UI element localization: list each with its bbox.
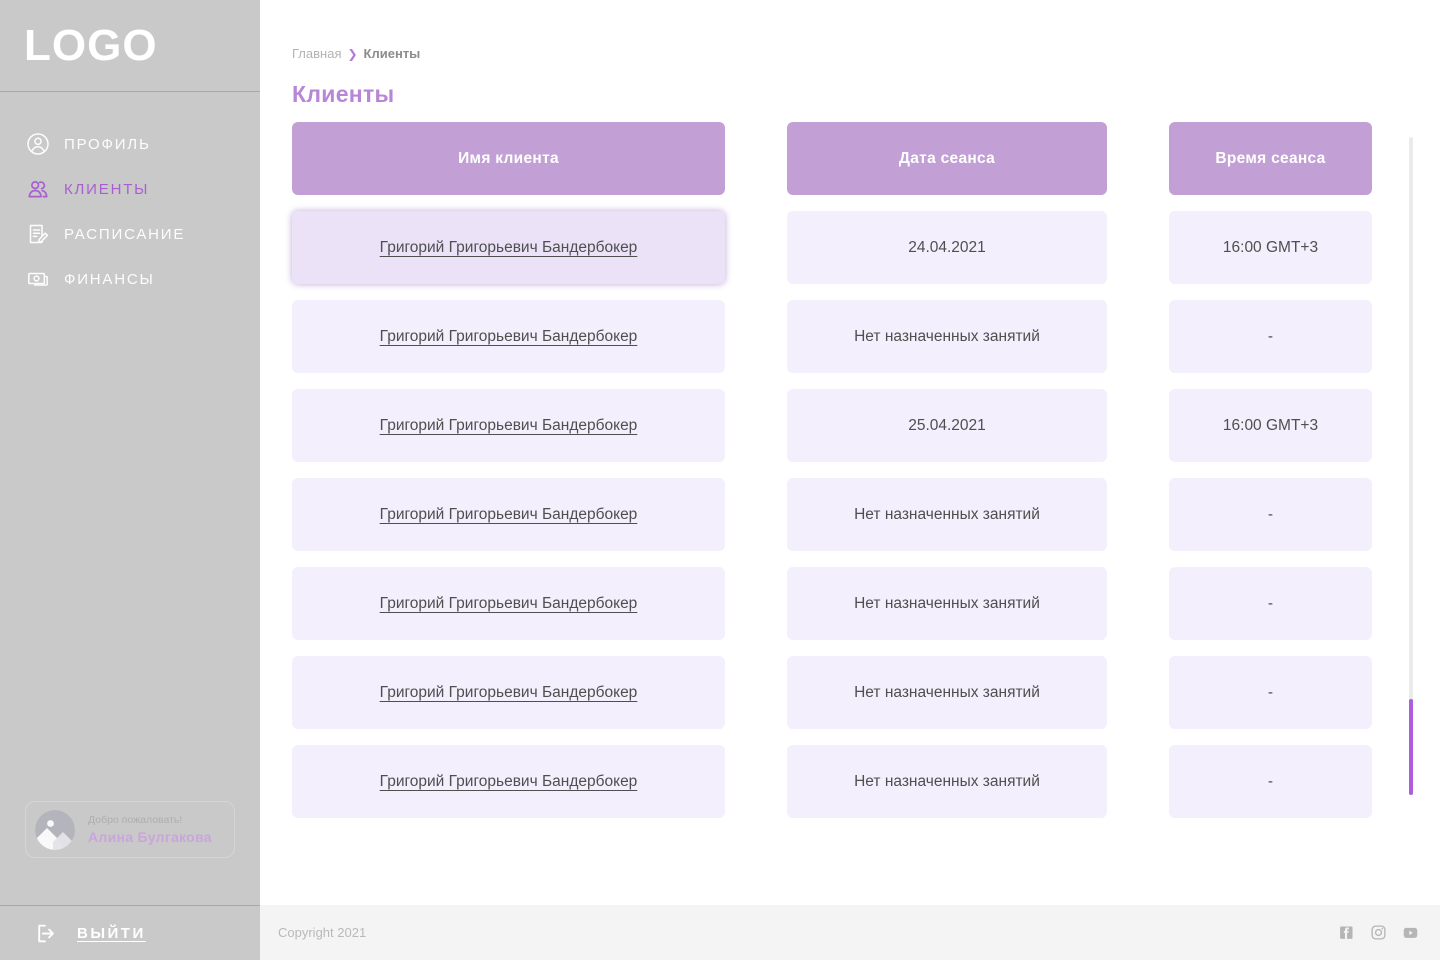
sidebar-item-clients[interactable]: КЛИЕНТЫ [26, 177, 260, 201]
client-name-link[interactable]: Григорий Григорьевич Бандербокер [379, 683, 638, 701]
sidebar-nav: ПРОФИЛЬ КЛИЕНТЫ РАСПИСАНИ [0, 132, 260, 291]
logo: LOGO [24, 20, 158, 70]
welcome-texts: Добро пожаловать! Алина Булгакова [88, 814, 212, 845]
profile-icon [26, 132, 50, 156]
logo-area: LOGO [0, 0, 260, 92]
scrollbar-track[interactable] [1409, 137, 1413, 795]
sidebar-footer: ВЫЙТИ [0, 905, 260, 960]
session-date-cell: Нет назначенных занятий [787, 656, 1107, 729]
client-name-link[interactable]: Григорий Григорьевич Бандербокер [379, 594, 638, 612]
sidebar-item-schedule[interactable]: РАСПИСАНИЕ [26, 222, 260, 246]
session-date-cell: Нет назначенных занятий [787, 300, 1107, 373]
session-date-cell: Нет назначенных занятий [787, 567, 1107, 640]
client-name-cell: Григорий Григорьевич Бандербокер [292, 478, 725, 551]
sidebar-item-label: ПРОФИЛЬ [64, 135, 151, 153]
clients-table: Имя клиента Дата сеанса Время сеанса Гри… [292, 122, 1372, 818]
breadcrumb-home-link[interactable]: Главная [292, 46, 342, 61]
session-time-cell: 16:00 GMT+3 [1169, 389, 1372, 462]
client-name-link[interactable]: Григорий Григорьевич Бандербокер [379, 416, 638, 434]
client-name-cell: Григорий Григорьевич Бандербокер [292, 745, 725, 818]
session-time-cell: - [1169, 656, 1372, 729]
session-date-cell: Нет назначенных занятий [787, 745, 1107, 818]
sidebar-item-label: КЛИЕНТЫ [64, 180, 150, 198]
instagram-icon[interactable] [1370, 924, 1387, 941]
session-date-cell: 25.04.2021 [787, 389, 1107, 462]
session-time-cell: - [1169, 478, 1372, 551]
client-name-cell: Григорий Григорьевич Бандербокер [292, 567, 725, 640]
sidebar-item-profile[interactable]: ПРОФИЛЬ [26, 132, 260, 156]
client-name-link[interactable]: Григорий Григорьевич Бандербокер [379, 238, 638, 256]
schedule-icon [26, 222, 50, 246]
content-area: Главная ❯ Клиенты Клиенты Имя клиента Да… [260, 0, 1440, 905]
clients-icon [26, 177, 50, 201]
logout-icon [34, 921, 59, 946]
copyright-text: Copyright 2021 [278, 925, 367, 940]
sidebar: LOGO ПРОФИЛЬ КЛИЕНТЫ [0, 0, 260, 960]
chevron-right-icon: ❯ [347, 46, 358, 61]
finances-icon [26, 267, 50, 291]
session-time-cell: - [1169, 745, 1372, 818]
session-time-cell: - [1169, 567, 1372, 640]
client-name-cell: Григорий Григорьевич Бандербокер [292, 389, 725, 462]
welcome-card: Добро пожаловать! Алина Булгакова [25, 801, 235, 858]
welcome-greeting: Добро пожаловать! [88, 814, 183, 826]
client-name-link[interactable]: Григорий Григорьевич Бандербокер [379, 772, 638, 790]
sidebar-item-finances[interactable]: ФИНАНСЫ [26, 267, 260, 291]
social-links [1338, 924, 1419, 941]
footer: Copyright 2021 [260, 905, 1440, 960]
client-name-cell: Григорий Григорьевич Бандербокер [292, 211, 725, 284]
avatar [35, 809, 75, 850]
session-date-cell: 24.04.2021 [787, 211, 1107, 284]
client-name-cell: Григорий Григорьевич Бандербокер [292, 656, 725, 729]
breadcrumb-current: Клиенты [363, 46, 421, 61]
page-title: Клиенты [292, 81, 395, 107]
client-name-link[interactable]: Григорий Григорьевич Бандербокер [379, 505, 638, 523]
sidebar-item-label: ФИНАНСЫ [64, 270, 155, 288]
column-header-client-name: Имя клиента [292, 122, 725, 195]
user-name: Алина Булгакова [88, 829, 212, 845]
session-date-cell: Нет назначенных занятий [787, 478, 1107, 551]
breadcrumb: Главная ❯ Клиенты [292, 46, 1440, 61]
session-time-cell: - [1169, 300, 1372, 373]
sidebar-item-label: РАСПИСАНИЕ [64, 225, 186, 243]
client-name-link[interactable]: Григорий Григорьевич Бандербокер [379, 327, 638, 345]
youtube-icon[interactable] [1402, 924, 1419, 941]
column-header-session-date: Дата сеанса [787, 122, 1107, 195]
main-content: Главная ❯ Клиенты Клиенты Имя клиента Да… [260, 0, 1440, 960]
client-name-cell: Григорий Григорьевич Бандербокер [292, 300, 725, 373]
column-header-session-time: Время сеанса [1169, 122, 1372, 195]
scrollbar-thumb[interactable] [1409, 699, 1413, 795]
session-time-cell: 16:00 GMT+3 [1169, 211, 1372, 284]
facebook-icon[interactable] [1338, 924, 1355, 941]
logout-button[interactable]: ВЫЙТИ [77, 924, 146, 942]
